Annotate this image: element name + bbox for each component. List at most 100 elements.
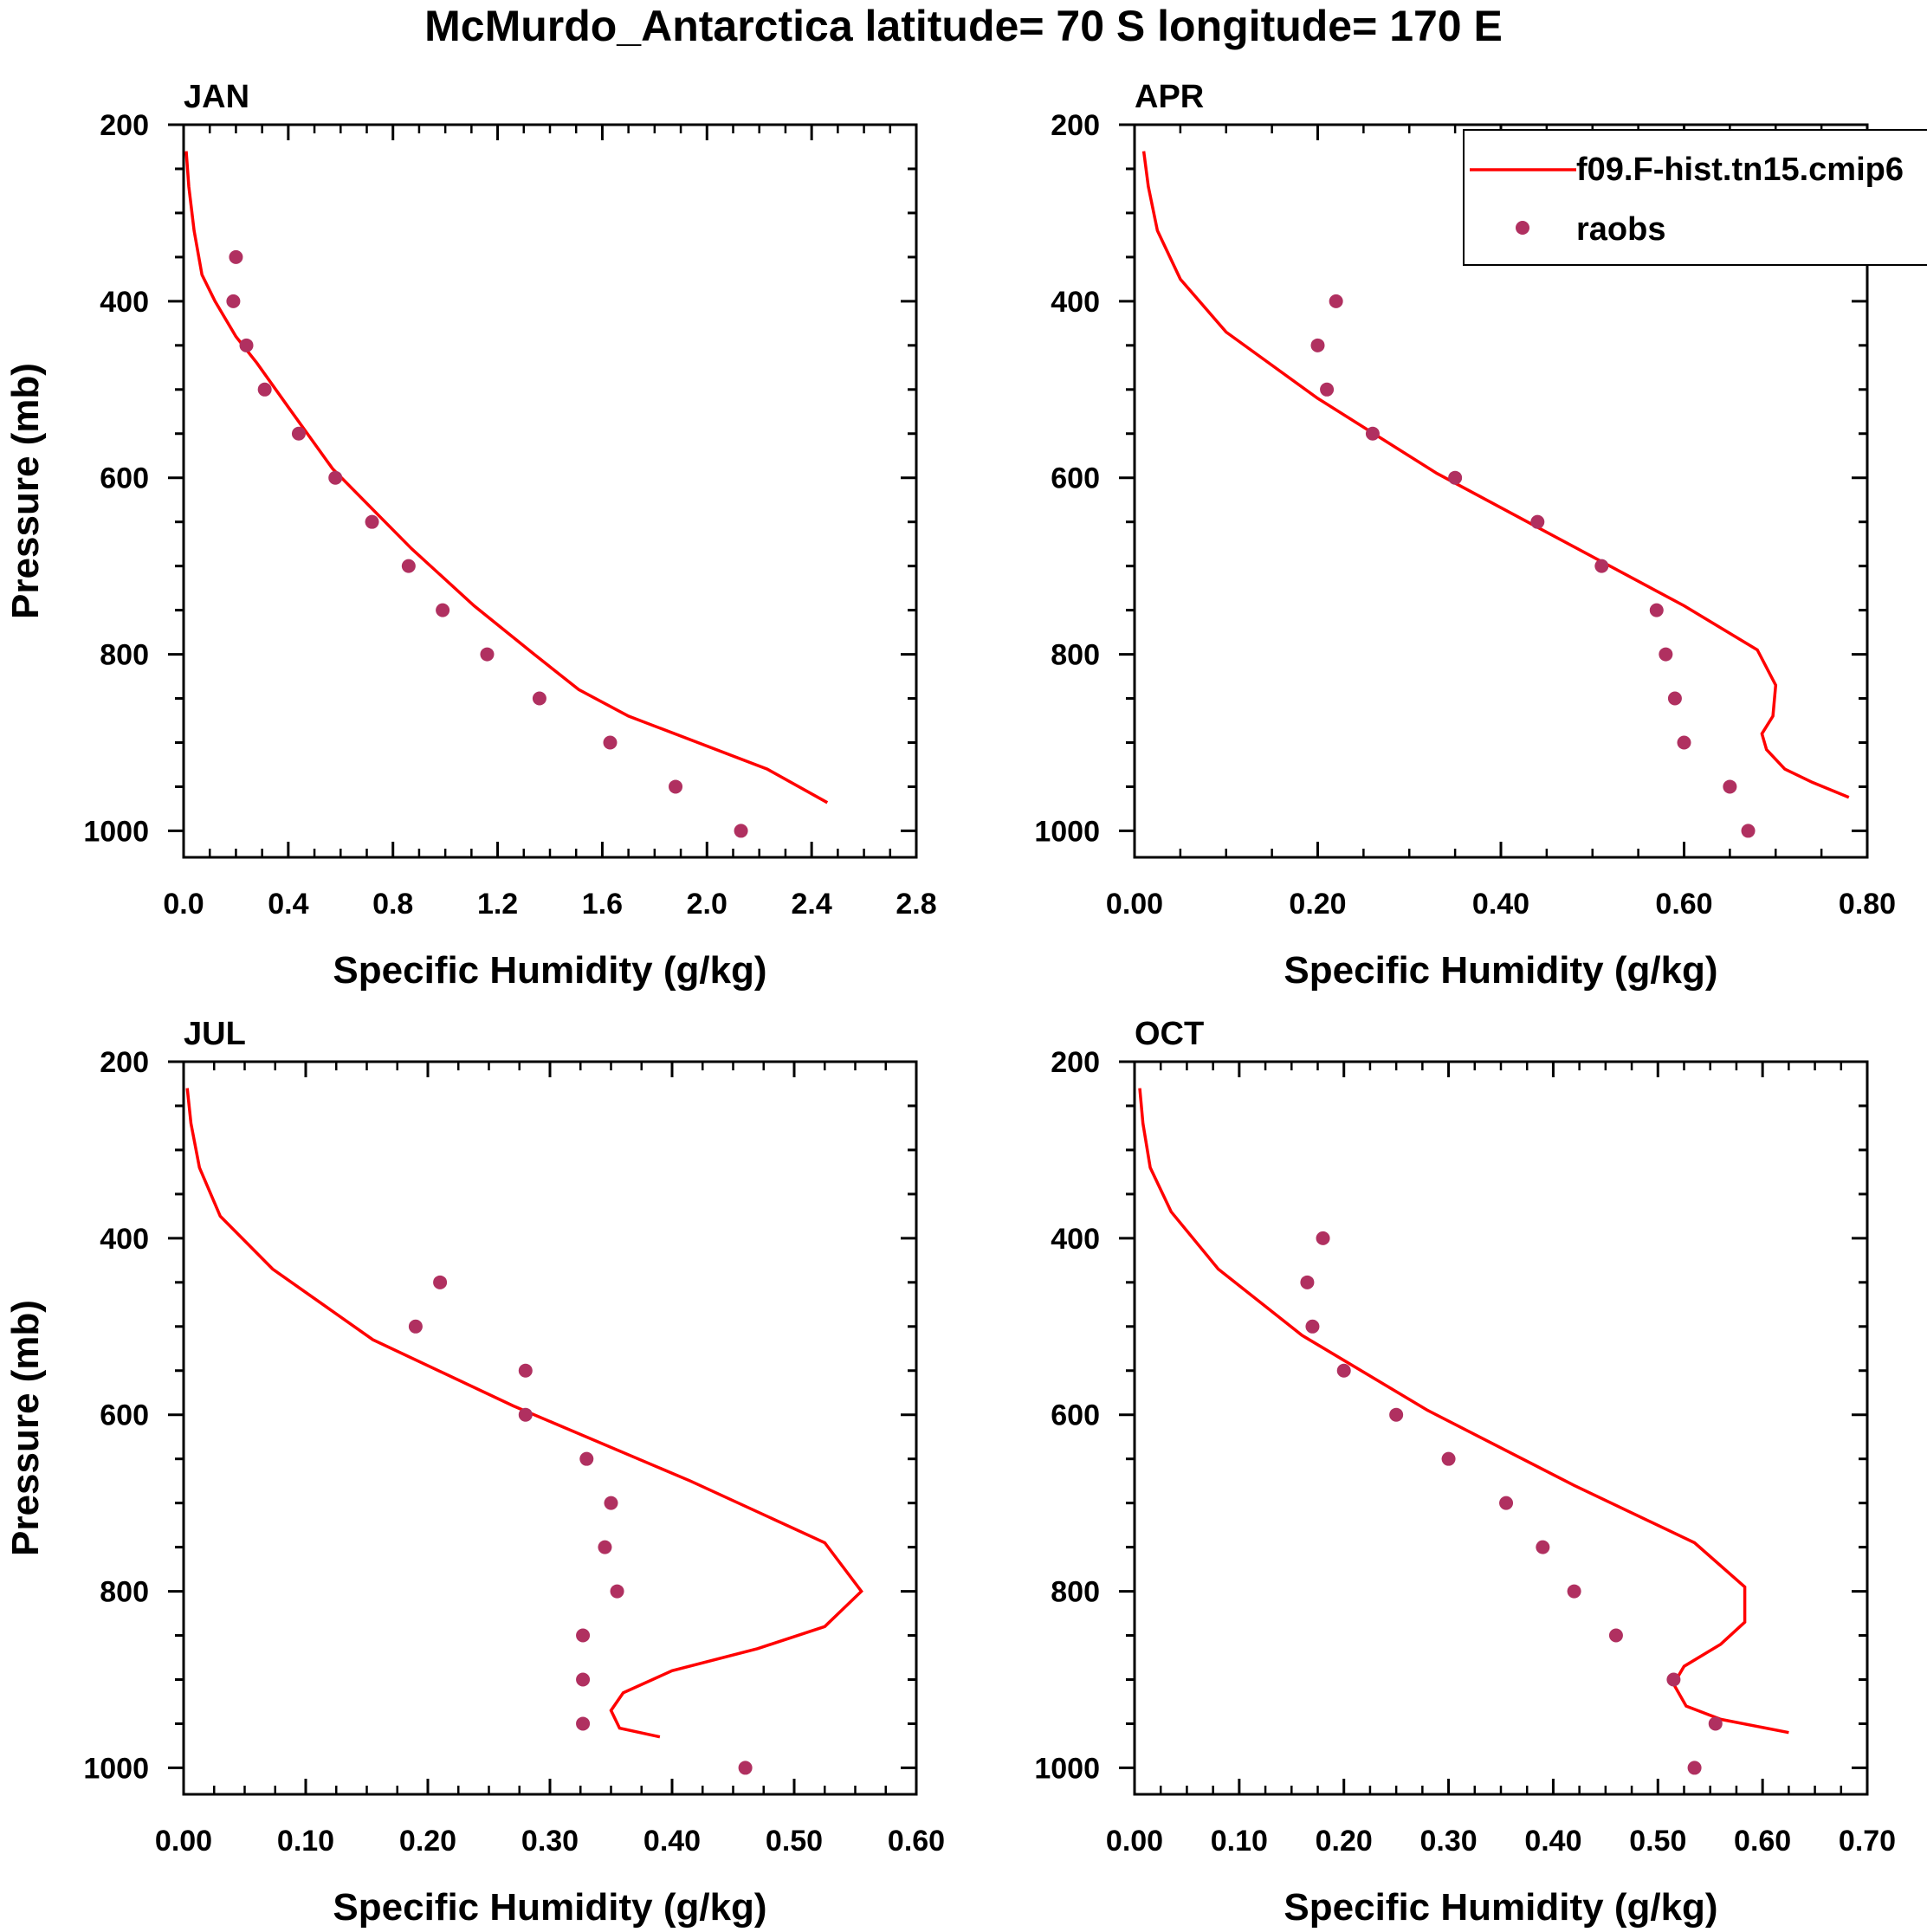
x-tick-label: 0.40 xyxy=(1472,888,1529,921)
y-tick-label: 1000 xyxy=(1034,815,1100,848)
y-tick-label: 600 xyxy=(1051,1399,1100,1432)
x-tick-label: 1.2 xyxy=(477,888,518,921)
raobs-point xyxy=(1365,426,1380,441)
panel-title-apr: APR xyxy=(1135,79,1204,115)
raobs-point xyxy=(1499,1496,1514,1510)
raobs-point xyxy=(1448,470,1463,485)
legend-raobs-label: raobs xyxy=(1576,211,1665,248)
raobs-point xyxy=(257,382,272,397)
y-tick-label: 400 xyxy=(100,1223,149,1256)
x-tick-label: 0.60 xyxy=(888,1825,945,1858)
raobs-point xyxy=(669,779,683,794)
plot-frame xyxy=(182,1060,918,1796)
x-tick-label: 1.6 xyxy=(582,888,623,921)
legend: f09.F-hist.tn15.cmip6 raobs xyxy=(1463,129,1927,266)
raobs-point xyxy=(738,1761,753,1775)
x-tick-label: 0.40 xyxy=(1524,1825,1581,1858)
x-tick-label: 0.50 xyxy=(1629,1825,1686,1858)
raobs-point xyxy=(604,1496,618,1510)
x-tick-label: 0.60 xyxy=(1655,888,1712,921)
raobs-point xyxy=(226,294,241,308)
raobs-point xyxy=(480,647,495,662)
raobs-point xyxy=(1723,779,1737,794)
raobs-point xyxy=(1316,1231,1330,1245)
raobs-point xyxy=(1677,735,1691,750)
y-tick-label: 1000 xyxy=(1034,1752,1100,1785)
x-tick-label: 0.4 xyxy=(268,888,308,921)
raobs-point xyxy=(1389,1407,1404,1422)
raobs-point xyxy=(1594,559,1609,573)
raobs-point xyxy=(1567,1584,1581,1599)
raobs-point xyxy=(1310,338,1325,352)
x-tick-label: 0.40 xyxy=(643,1825,701,1858)
x-tick-label: 0.00 xyxy=(1106,1825,1163,1858)
raobs-point xyxy=(1329,294,1343,308)
y-tick-label: 400 xyxy=(1051,286,1100,319)
raobs-point xyxy=(1666,1672,1681,1687)
raobs-point xyxy=(229,249,243,264)
y-tick-label: 200 xyxy=(100,1046,149,1079)
raobs-point xyxy=(408,1319,423,1334)
raobs-point xyxy=(1300,1275,1315,1289)
y-tick-label: 800 xyxy=(100,639,149,672)
x-tick-label: 0.50 xyxy=(766,1825,823,1858)
raobs-point xyxy=(576,1672,591,1687)
raobs-point xyxy=(401,559,416,573)
x-axis-label: Specific Humidity (g/kg) xyxy=(333,1886,766,1929)
model-line-apr xyxy=(1141,151,1850,799)
plot-frame xyxy=(182,123,918,859)
x-axis-label: Specific Humidity (g/kg) xyxy=(333,949,766,992)
y-tick-label: 600 xyxy=(100,1399,149,1432)
raobs-point xyxy=(1608,1628,1623,1643)
raobs-point xyxy=(291,426,306,441)
y-tick-label: 200 xyxy=(100,109,149,142)
y-tick-label: 1000 xyxy=(83,1752,149,1785)
raobs-point xyxy=(734,824,748,838)
raobs-point xyxy=(579,1451,594,1466)
x-tick-label: 0.10 xyxy=(1211,1825,1268,1858)
raobs-point xyxy=(328,470,343,485)
panel-jul: 0.00 0.10 0.20 0.30 0.40 0.50 0.60 200 400 600 800… xyxy=(4,1016,945,1929)
raobs-point xyxy=(433,1275,448,1289)
x-tick-label: 0.20 xyxy=(1289,888,1346,921)
raobs-point xyxy=(1667,691,1682,706)
y-tick-label: 800 xyxy=(1051,1576,1100,1609)
x-tick-label: 2.0 xyxy=(687,888,727,921)
raobs-point xyxy=(603,735,618,750)
raobs-point xyxy=(1741,824,1756,838)
y-tick-label: 1000 xyxy=(83,815,149,848)
y-tick-label: 800 xyxy=(1051,639,1100,672)
panel-title-jan: JAN xyxy=(184,79,249,115)
raobs-point xyxy=(518,1363,533,1378)
raobs-point xyxy=(1336,1363,1351,1378)
model-line-jan xyxy=(184,151,829,804)
x-tick-label: 0.30 xyxy=(1419,1825,1477,1858)
y-axis-label: Pressure (mb) xyxy=(4,363,47,619)
raobs-point xyxy=(1687,1761,1702,1775)
panel-title-oct: OCT xyxy=(1135,1016,1204,1052)
y-tick-label: 800 xyxy=(100,1576,149,1609)
raobs-point xyxy=(610,1584,624,1599)
model-line-oct xyxy=(1138,1088,1789,1735)
x-tick-label: 0.00 xyxy=(155,1825,212,1858)
legend-raobs-swatch xyxy=(1516,221,1529,235)
raobs-point xyxy=(1649,603,1664,617)
y-tick-label: 400 xyxy=(100,286,149,319)
x-tick-label: 0.80 xyxy=(1839,888,1896,921)
raobs-point xyxy=(1536,1540,1550,1554)
panel-title-jul: JUL xyxy=(184,1016,246,1052)
x-tick-label: 2.8 xyxy=(896,888,936,921)
raobs-point xyxy=(576,1628,591,1643)
x-tick-label: 0.70 xyxy=(1839,1825,1896,1858)
x-tick-label: 0.0 xyxy=(163,888,204,921)
raobs-point xyxy=(365,514,379,529)
x-axis-label: Specific Humidity (g/kg) xyxy=(1284,949,1717,992)
y-axis-label: Pressure (mb) xyxy=(4,1300,47,1556)
plot-frame xyxy=(1133,1060,1869,1796)
raobs-point xyxy=(1659,647,1673,662)
raobs-point xyxy=(1320,382,1335,397)
x-tick-label: 2.4 xyxy=(792,888,832,921)
legend-box xyxy=(1463,129,1927,266)
x-tick-label: 0.10 xyxy=(277,1825,334,1858)
